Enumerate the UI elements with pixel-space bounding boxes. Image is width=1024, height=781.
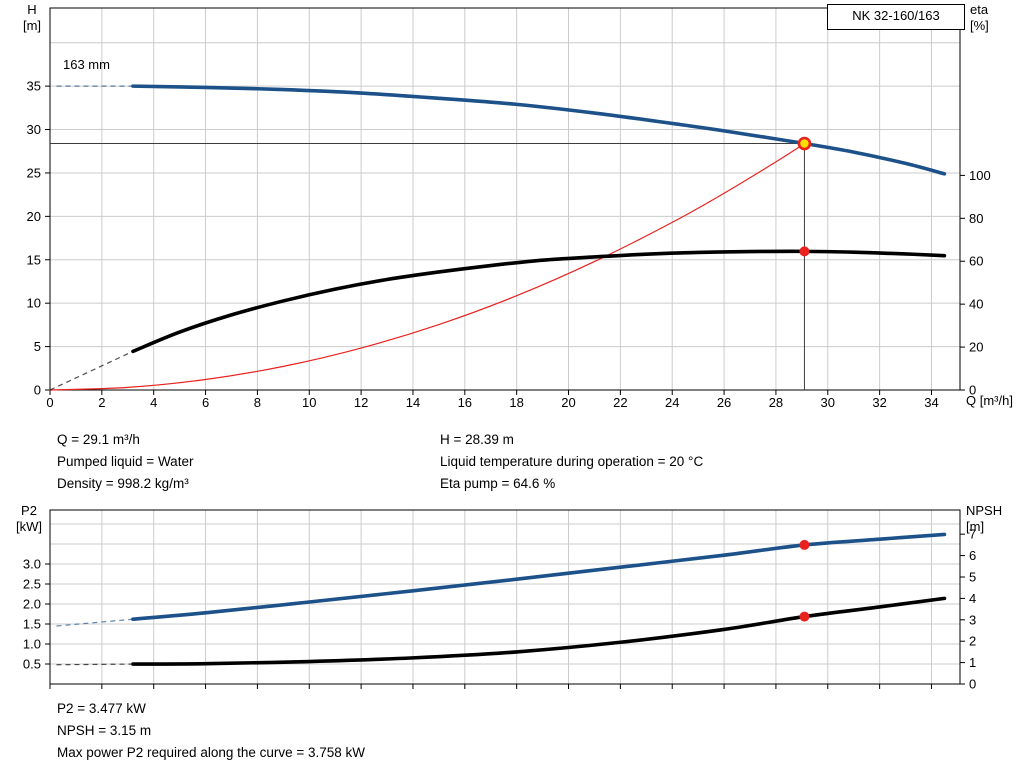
tick-label: 4 — [150, 395, 157, 410]
npsh-axis-unit: [m] — [966, 519, 985, 534]
eta-axis-unit: [%] — [970, 18, 989, 33]
eta-axis-label: eta [%] — [970, 2, 1014, 34]
tick-label: 1.0 — [23, 637, 41, 652]
p2-curve — [131, 532, 947, 621]
tick-label: 16 — [458, 395, 472, 410]
p2-axis-label: P2 [kW] — [8, 503, 50, 535]
tick-label: 20 — [27, 209, 41, 224]
tick-label: 0 — [46, 395, 53, 410]
tick-label: 2.5 — [23, 577, 41, 592]
info-flow: Q = 29.1 m³/h — [57, 432, 140, 447]
tick-label: 32 — [872, 395, 886, 410]
tick-label: 34 — [924, 395, 938, 410]
tick-label: 20 — [561, 395, 575, 410]
tick-label: 26 — [717, 395, 731, 410]
npsh-axis-label: NPSH [m] — [966, 503, 1018, 535]
tick-label: 7 — [969, 527, 976, 542]
eta-curve-lead-dash — [49, 350, 134, 391]
tick-label: 24 — [665, 395, 679, 410]
impeller-diameter-label: 163 mm — [63, 57, 110, 72]
p2-axis-unit: [kW] — [16, 519, 42, 534]
tick-label: 2 — [969, 634, 976, 649]
eta-curve — [131, 249, 947, 354]
info-eta-pump: Eta pump = 64.6 % — [440, 476, 556, 491]
eta-axis-symbol: eta — [970, 2, 989, 17]
tick-label: 35 — [27, 79, 41, 94]
head-curve — [131, 84, 947, 176]
npsh-curve-lead-dash — [56, 663, 133, 666]
duty-point-marker — [797, 136, 812, 151]
h-axis-label: H [m] — [14, 2, 50, 34]
p2-curve-lead-dash — [56, 618, 134, 627]
eta-operating-point — [799, 246, 810, 257]
tick-label: 2.0 — [23, 597, 41, 612]
info-liquid-temperature: Liquid temperature during operation = 20… — [440, 454, 704, 469]
footer-max-power: Max power P2 required along the curve = … — [57, 745, 366, 760]
p2-axis-symbol: P2 — [21, 503, 37, 518]
tick-label: 5 — [34, 339, 41, 354]
q-axis-label: Q [m³/h] — [966, 393, 1013, 408]
tick-label: 2 — [98, 395, 105, 410]
tick-label: 80 — [969, 211, 983, 226]
tick-label: 6 — [202, 395, 209, 410]
tick-label: 4 — [969, 591, 976, 606]
pump-model-badge: NK 32-160/163 — [827, 4, 965, 30]
tick-label: 10 — [27, 296, 41, 311]
tick-label: 12 — [354, 395, 368, 410]
tick-label: 1.5 — [23, 617, 41, 632]
tick-label: 1 — [969, 655, 976, 670]
tick-label: 60 — [969, 254, 983, 269]
tick-label: 5 — [969, 569, 976, 584]
tick-label: 3.0 — [23, 557, 41, 572]
info-pumped-liquid: Pumped liquid = Water — [57, 454, 194, 469]
footer-npsh: NPSH = 3.15 m — [57, 723, 152, 738]
tick-label: 0 — [969, 383, 976, 398]
npsh-curve — [131, 596, 947, 666]
info-head: H = 28.39 m — [440, 432, 514, 447]
tick-label: 10 — [302, 395, 316, 410]
tick-label: 0 — [34, 383, 41, 398]
tick-label: 25 — [27, 165, 41, 180]
tick-label: 22 — [613, 395, 627, 410]
tick-label: 6 — [969, 548, 976, 563]
h-axis-symbol: H — [27, 2, 37, 17]
duty-system-curve — [49, 142, 806, 391]
tick-label: 14 — [406, 395, 420, 410]
plot-frame — [49, 7, 961, 391]
tick-label: 0.5 — [23, 657, 41, 672]
tick-label: 40 — [969, 297, 983, 312]
plot-frame — [49, 509, 961, 685]
tick-label: 28 — [769, 395, 783, 410]
p2-operating-point — [799, 539, 810, 550]
tick-label: 15 — [27, 252, 41, 267]
tick-label: 30 — [821, 395, 835, 410]
footer-p2: P2 = 3.477 kW — [57, 701, 146, 716]
npsh-operating-point — [799, 611, 810, 622]
tick-label: 8 — [254, 395, 261, 410]
tick-label: 18 — [509, 395, 523, 410]
h-axis-unit: [m] — [22, 18, 42, 33]
tick-label: 100 — [969, 168, 991, 183]
tick-label: 20 — [969, 340, 983, 355]
tick-label: 3 — [969, 612, 976, 627]
npsh-axis-symbol: NPSH — [966, 503, 1003, 518]
info-density: Density = 998.2 kg/m³ — [57, 476, 189, 491]
tick-label: 30 — [27, 122, 41, 137]
tick-label: 0 — [969, 677, 976, 692]
